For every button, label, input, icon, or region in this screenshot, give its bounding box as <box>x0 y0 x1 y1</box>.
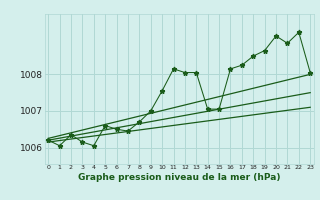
X-axis label: Graphe pression niveau de la mer (hPa): Graphe pression niveau de la mer (hPa) <box>78 173 280 182</box>
